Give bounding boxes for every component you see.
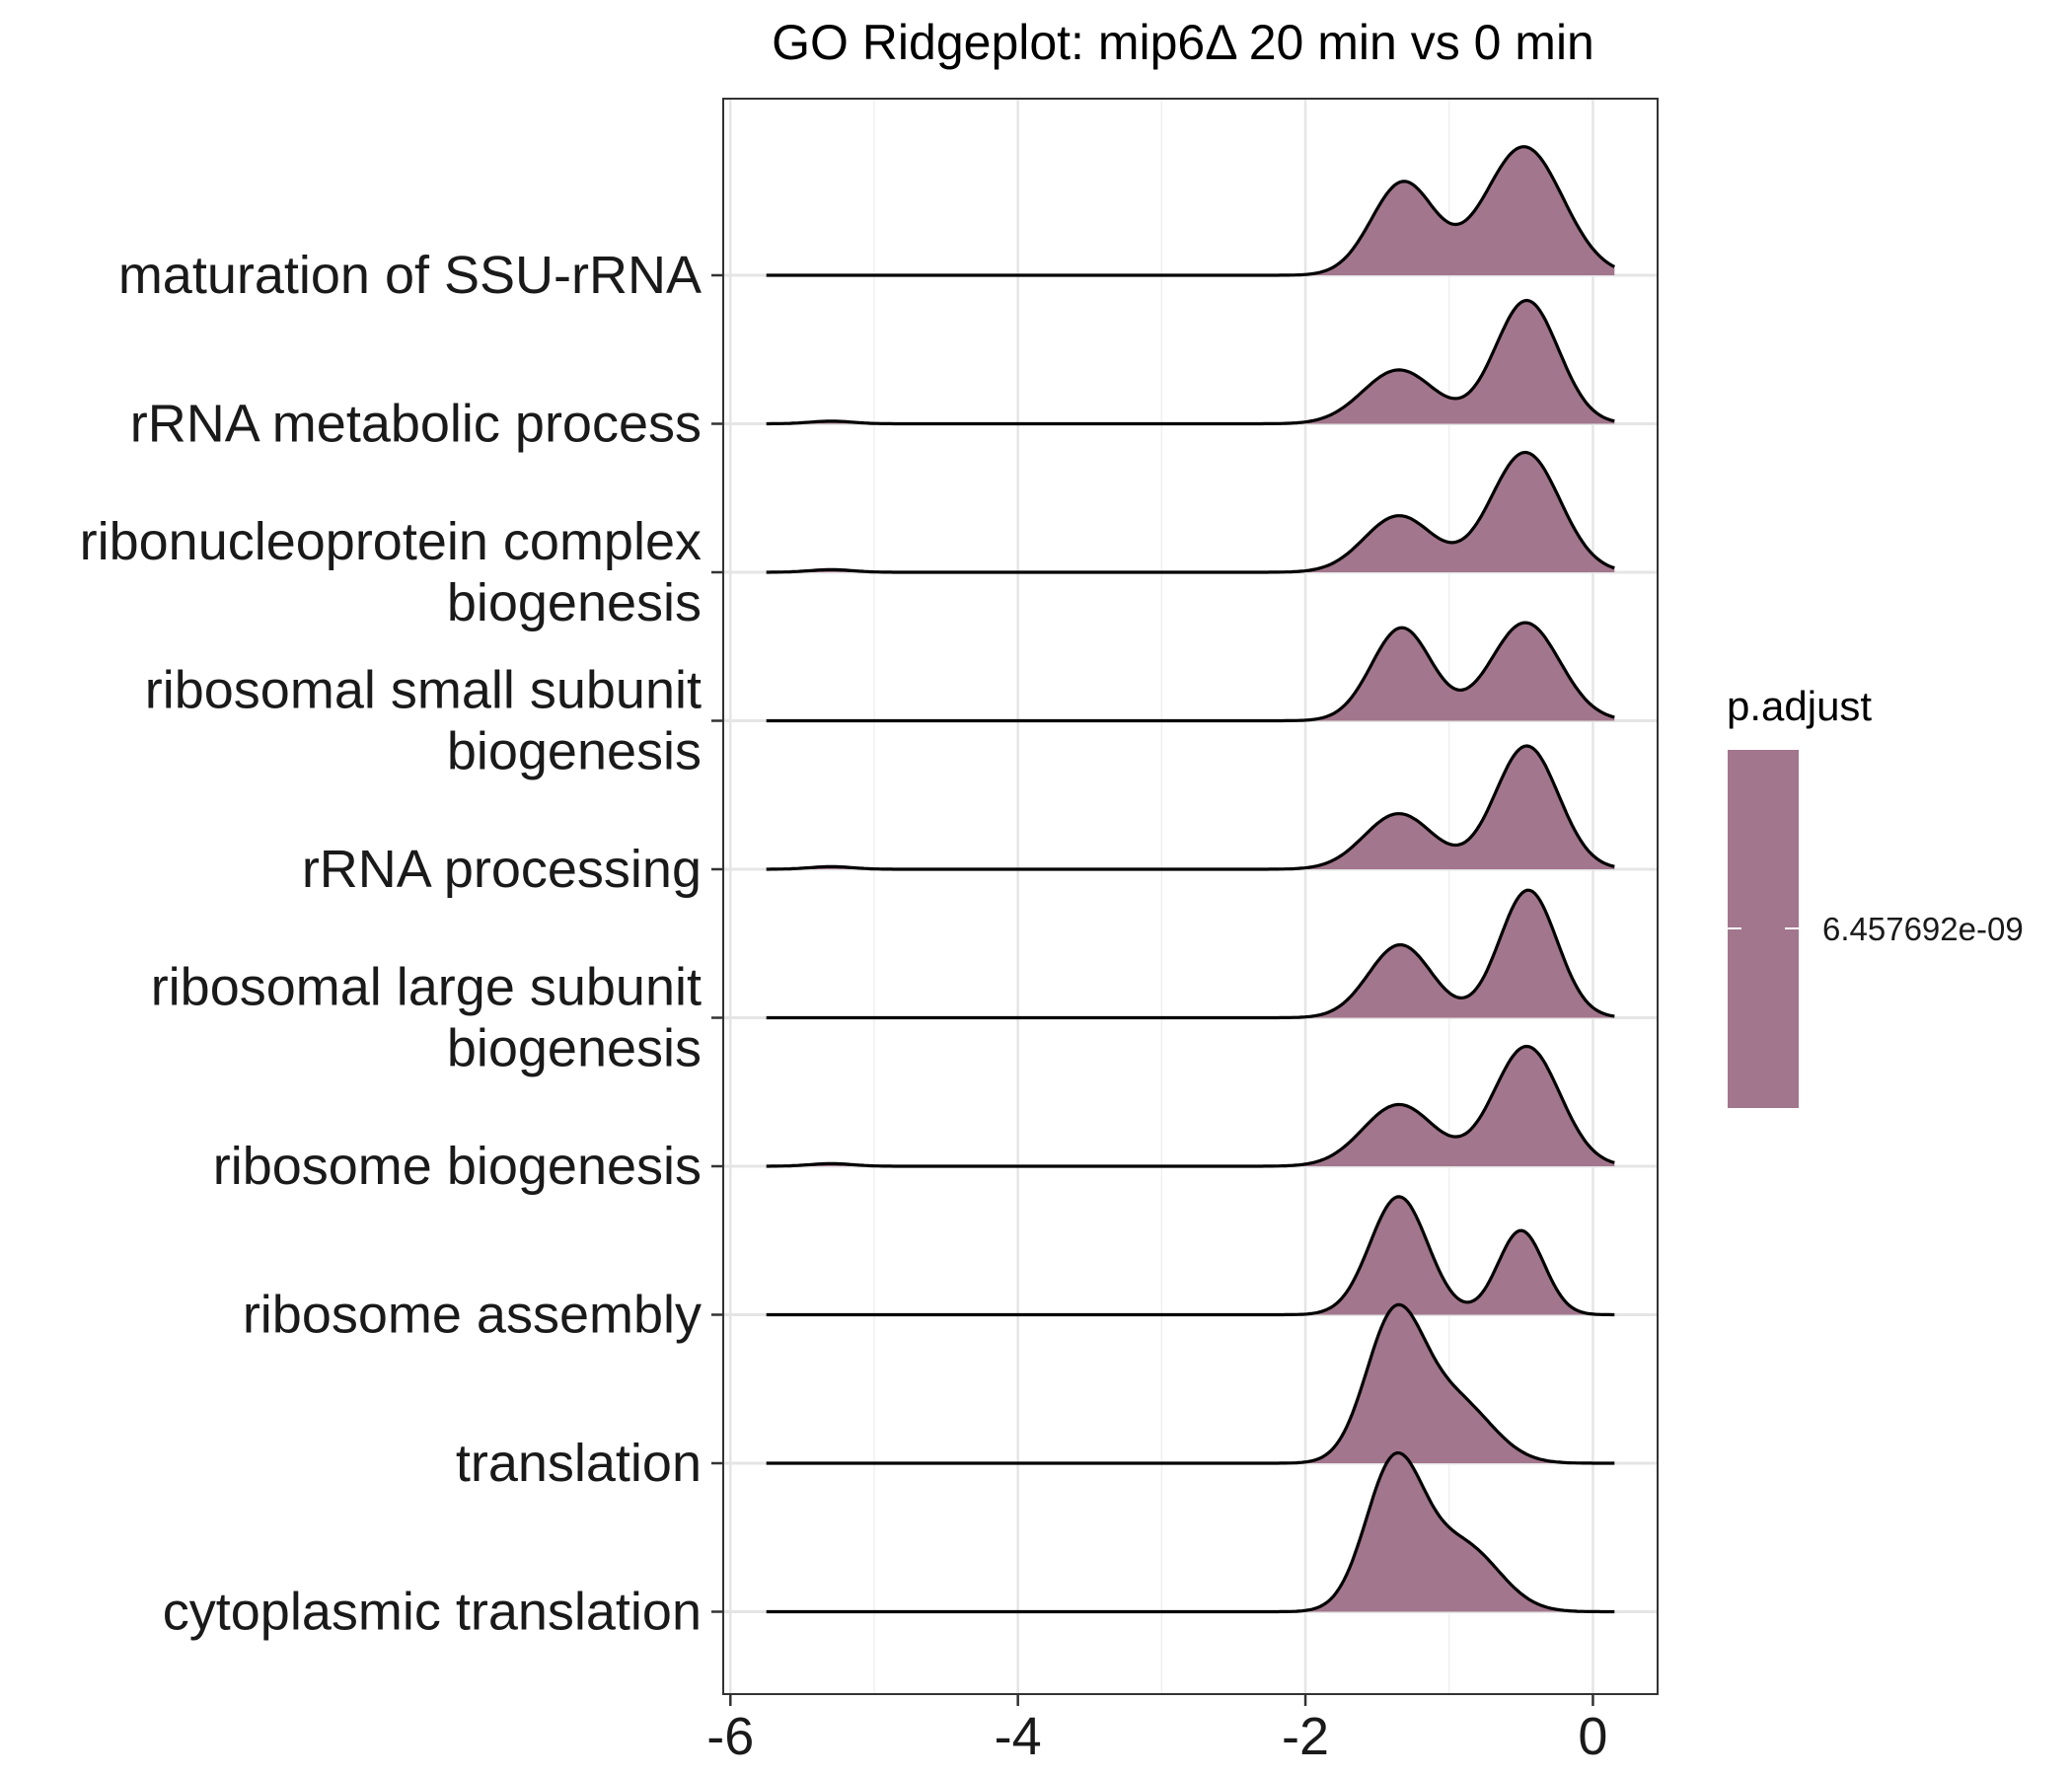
y-tick-label: rRNA metabolic process xyxy=(130,395,702,454)
ridge-outline xyxy=(766,744,1615,871)
x-tick-label: -4 xyxy=(995,1707,1042,1766)
x-tick-label: -2 xyxy=(1282,1707,1329,1766)
y-tick-label: ribosomal small subunit biogenesis xyxy=(145,661,702,781)
ridge-outline xyxy=(766,145,1616,277)
y-tick-label: cytoplasmic translation xyxy=(163,1583,702,1642)
y-tick-label: ribosome biogenesis xyxy=(213,1137,702,1196)
legend-label: 6.457692e-09 xyxy=(1822,911,2024,947)
ridge-fill xyxy=(766,1304,1615,1463)
legend: p.adjust 6.457692e-09 xyxy=(1727,683,2024,1108)
legend-title: p.adjust xyxy=(1727,683,1872,729)
y-tick-label: maturation of SSU-rRNA xyxy=(118,246,702,305)
x-axis: -6 -4 -2 0 xyxy=(706,1694,1607,1766)
ridge-outline xyxy=(766,888,1615,1020)
ridge-outline xyxy=(766,1044,1615,1168)
y-tick-label: ribonucleoprotein complex biogenesis xyxy=(80,512,702,632)
y-tick-label: ribosome assembly xyxy=(243,1286,702,1345)
x-tick-label: 0 xyxy=(1578,1707,1607,1766)
ridges xyxy=(766,145,1616,1614)
chart-title: GO Ridgeplot: mip6Δ 20 min vs 0 min xyxy=(772,15,1594,70)
ridge-outline xyxy=(766,1450,1615,1614)
ridge-fill xyxy=(766,1046,1615,1166)
y-tick-label: ribosomal large subunit biogenesis xyxy=(151,958,702,1078)
ridge-outline xyxy=(766,450,1615,574)
ridge-fill xyxy=(766,623,1615,721)
x-tick-label: -6 xyxy=(706,1707,754,1766)
ridge-fill xyxy=(766,1452,1615,1612)
y-axis: maturation of SSU-rRNA rRNA metabolic pro… xyxy=(80,246,723,1642)
y-tick-label: rRNA processing xyxy=(302,840,702,899)
ridge-fill xyxy=(766,1196,1615,1315)
ridge-outline xyxy=(766,298,1615,426)
ridge-fill xyxy=(766,146,1615,275)
ridge-outline xyxy=(766,1302,1615,1465)
ridge-fill xyxy=(766,300,1615,424)
ridge-outline xyxy=(766,1195,1615,1317)
ridge-fill xyxy=(766,452,1615,572)
plot-panel-border xyxy=(722,98,1659,1695)
ridge-fill xyxy=(766,746,1615,869)
y-tick-label: translation xyxy=(456,1434,702,1493)
ridge-fill xyxy=(766,890,1615,1018)
ridge-outline xyxy=(766,621,1615,723)
